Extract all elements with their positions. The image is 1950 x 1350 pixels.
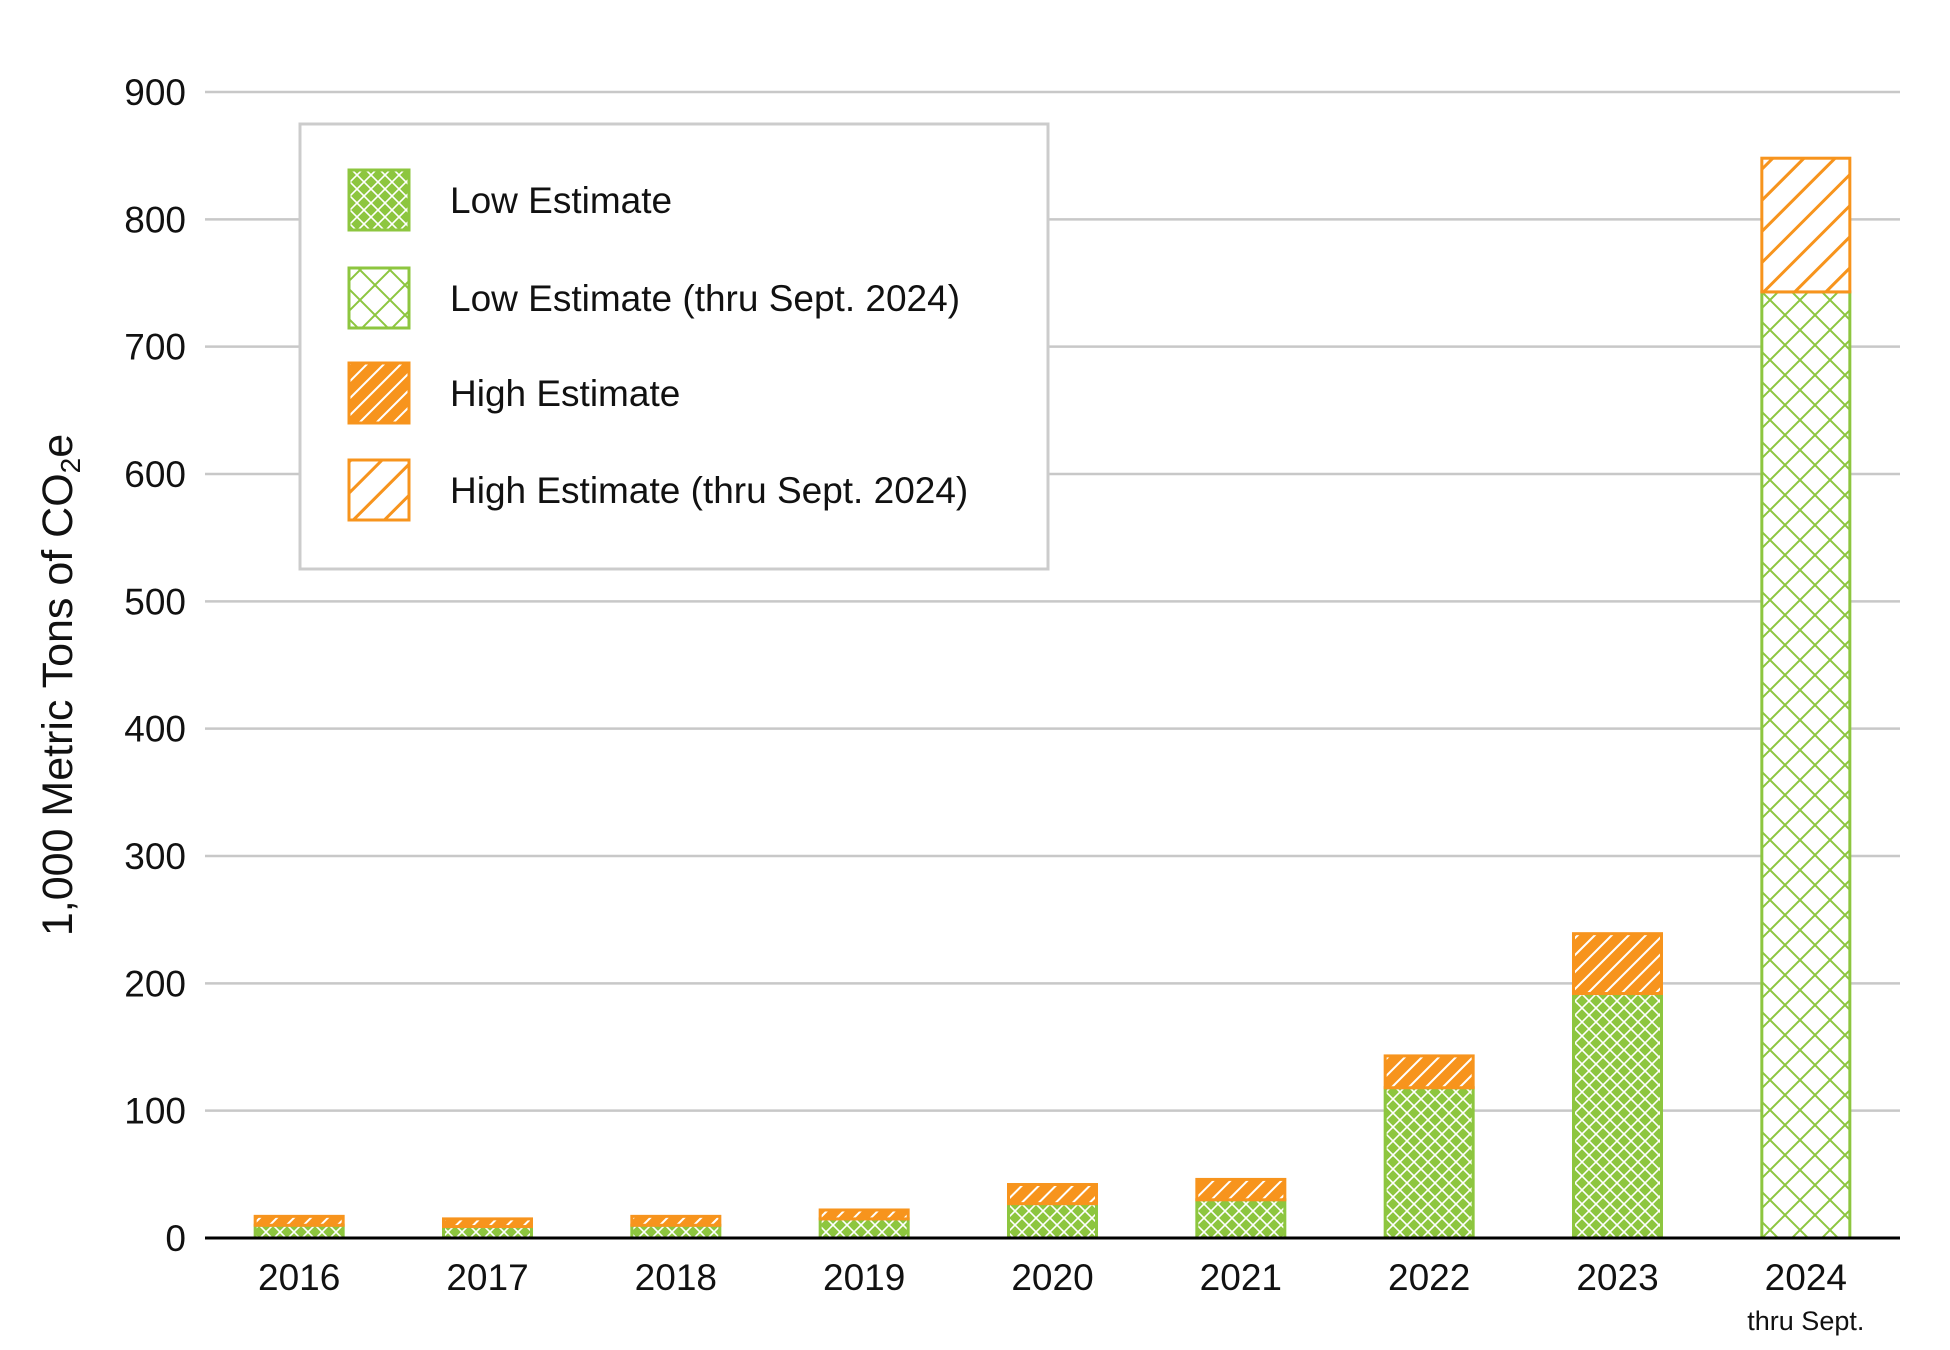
x-tick-label: 2022 [1388,1257,1470,1298]
bar-2023-series-0 [1572,992,1663,1240]
bar-2017-series-2 [442,1217,533,1229]
x-tick-labels: 2016 2017 2018 2019 2020 2021 2022 2023 2024 thru… [258,1257,1864,1336]
y-tick-label: 0 [165,1218,186,1259]
bars [253,156,1852,1240]
x-tick-label: 2023 [1576,1257,1658,1298]
legend-label: High Estimate [450,373,680,414]
legend-swatch [347,168,411,232]
x-tick-label: 2024 [1765,1257,1847,1298]
bar-2016-series-0 [253,1223,345,1240]
y-tick-label: 600 [124,454,186,495]
bar-2019-series-0 [818,1217,910,1240]
legend-label: Low Estimate [450,180,672,221]
y-tick-label: 200 [124,963,186,1004]
y-axis-title-main: 1,000 Metric Tons of CO [34,473,82,936]
x-tick-label: 2019 [823,1257,905,1298]
x-tick-sublabel: thru Sept. [1747,1306,1864,1336]
y-tick-labels: 0 100 200 300 400 500 600 700 800 900 [124,72,186,1259]
bar-2023-series-2 [1572,932,1663,996]
y-tick-label: 900 [124,72,186,113]
y-axis-title-subscript: 2 [55,458,86,474]
x-tick-label: 2017 [446,1257,528,1298]
bar-2024-series-1 [1760,290,1852,1240]
y-tick-label: 100 [124,1091,186,1132]
legend-label: High Estimate (thru Sept. 2024) [450,470,968,511]
bar-2016-series-2 [253,1214,345,1227]
x-tick-label: 2021 [1200,1257,1282,1298]
bar-2018-series-2 [630,1214,722,1227]
legend-swatch [347,361,411,425]
y-axis-title-suffix: e [34,434,82,458]
y-tick-label: 400 [124,709,186,750]
y-axis-title: 1,000 Metric Tons of CO2e [34,434,86,936]
bar-2018-series-0 [630,1223,722,1240]
legend-swatch [347,458,411,522]
y-tick-label: 700 [124,327,186,368]
legend-swatch [347,266,411,330]
bar-2020-series-0 [1007,1202,1098,1240]
y-tick-label: 300 [124,836,186,877]
legend-frame [298,122,1050,571]
x-tick-label: 2020 [1011,1257,1093,1298]
y-tick-label: 500 [124,581,186,622]
bar-2020-series-2 [1007,1183,1098,1206]
bar-2021-series-0 [1195,1198,1287,1240]
y-tick-label: 800 [124,199,186,240]
bar-2019-series-2 [818,1208,910,1221]
bar-2024-series-3 [1760,156,1852,294]
x-tick-label: 2018 [635,1257,717,1298]
legend-label: Low Estimate (thru Sept. 2024) [450,278,960,319]
bar-2021-series-2 [1195,1177,1287,1202]
bar-2022-series-2 [1383,1054,1475,1090]
legend: Low Estimate Low Estimate (thru Sept. 202… [298,122,1050,571]
bar-2017-series-0 [442,1225,533,1240]
x-tick-label: 2016 [258,1257,340,1298]
bar-2022-series-0 [1383,1086,1475,1240]
